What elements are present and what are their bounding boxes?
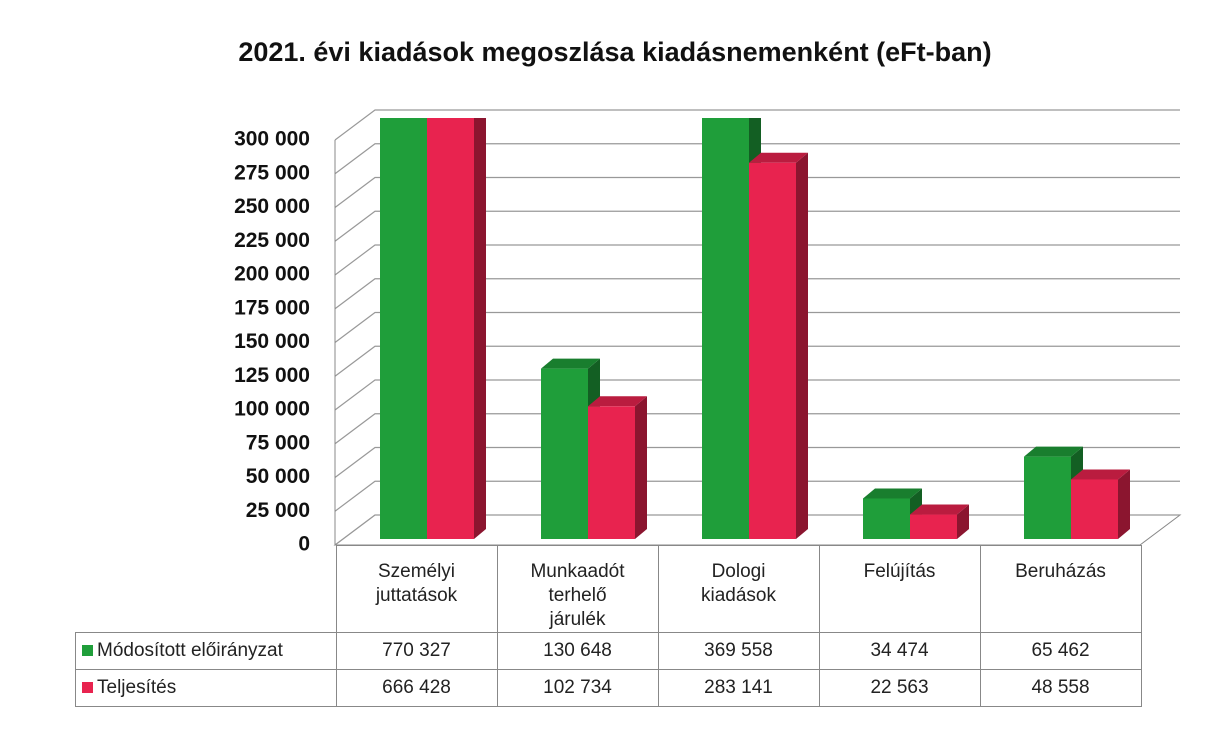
category-label: Munkaadót terhelő járulék [496,545,659,633]
y-tick-label: 200 000 [234,263,310,286]
bar [749,162,796,539]
y-tick-label: 300 000 [234,128,310,151]
category-label: Felújítás [818,545,981,633]
grid-line [334,176,1180,208]
category-row: Személyi juttatások Munkaadót terhelő jár… [76,545,1142,633]
y-tick-label: 100 000 [234,398,310,421]
value-cell: 283 141 [657,669,820,707]
bar [427,118,474,539]
legend-cell: Módosított előirányzat [75,632,337,670]
bar-side [796,152,808,539]
category-label: Személyi juttatások [335,545,498,633]
data-table: Személyi juttatások Munkaadót terhelő jár… [75,545,1142,707]
bar-top [541,358,600,369]
value-cell: 48 558 [979,669,1142,707]
bar-top [749,152,808,163]
value-cell: 369 558 [657,632,820,670]
y-tick-label: 50 000 [246,465,310,488]
bar-top [863,488,922,499]
bar [863,498,910,539]
bar-side [957,504,969,539]
legend-label: Módosított előirányzat [97,640,283,661]
grid-line [334,278,1180,310]
bar-top [588,396,647,407]
y-tick-label: 175 000 [234,296,310,319]
bar [380,118,427,539]
grid-line [334,413,1180,445]
y-tick-label: 0 [298,533,310,556]
bar-top [910,504,969,515]
y-tick-label: 250 000 [234,195,310,218]
grid-line [334,446,1180,478]
bars [380,118,1130,539]
value-cell: 770 327 [335,632,498,670]
value-cell: 22 563 [818,669,981,707]
y-tick-label: 25 000 [246,499,310,522]
blank-cell [76,546,337,633]
grid-line [334,109,1180,141]
category-label: Dologi kiadások [657,545,820,633]
bar [588,406,635,539]
grid-line [334,244,1180,276]
y-tick-label: 75 000 [246,431,310,454]
bar [1071,479,1118,539]
bar-side [474,118,486,539]
y-tick-label: 150 000 [234,330,310,353]
bar-top [1071,469,1130,480]
series-row: Teljesítés 666 428 102 734 283 141 22 563 48 … [75,669,1142,707]
legend-swatch [82,682,93,693]
legend-label: Teljesítés [97,677,177,698]
bar-top [1024,446,1083,457]
grid-line [334,480,1180,512]
chart-title: 2021. évi kiadások megoszlása kiadásneme… [238,37,991,67]
bar-side [635,396,647,539]
bar [1024,456,1071,539]
legend-cell: Teljesítés [75,669,337,707]
value-cell: 102 734 [496,669,659,707]
grid-line [334,210,1180,242]
series-row: Módosított előirányzat 770 327 130 648 369 … [75,632,1142,670]
value-cell: 130 648 [496,632,659,670]
bar-side [1118,469,1130,539]
grid-line [334,311,1180,343]
value-cell: 65 462 [979,632,1142,670]
grid-line [334,379,1180,411]
legend-swatch [82,645,93,656]
category-label: Beruházás [979,545,1142,633]
grid-line [334,345,1180,377]
y-tick-label: 225 000 [234,229,310,252]
y-tick-label: 125 000 [234,364,310,387]
bar [702,118,749,539]
grid-line [334,143,1180,175]
value-cell: 666 428 [335,669,498,707]
bar [541,368,588,539]
value-cell: 34 474 [818,632,981,670]
bar [910,514,957,539]
y-tick-label: 275 000 [234,161,310,184]
